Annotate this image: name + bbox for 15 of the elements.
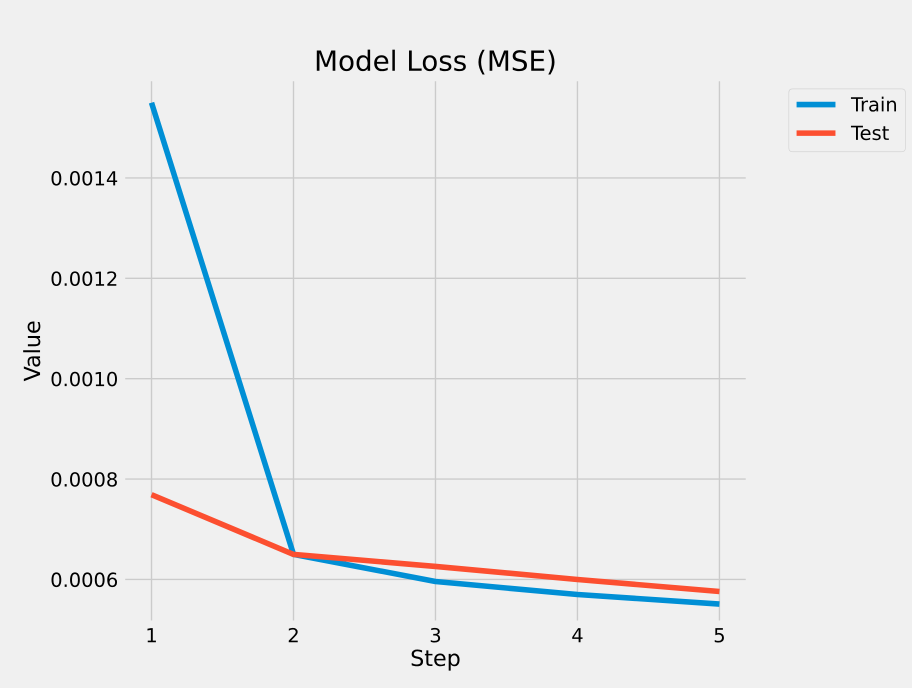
legend-label: Test bbox=[850, 126, 889, 140]
y-tick-label: 0.0012 bbox=[52, 271, 116, 286]
x-tick-label: 5 bbox=[714, 628, 724, 643]
x-tick-label: 4 bbox=[572, 628, 583, 642]
chart-title: Model Loss (MSE) bbox=[316, 50, 554, 74]
x-axis-title: Step bbox=[412, 649, 460, 671]
x-tick-label: 1 bbox=[147, 628, 156, 642]
x-tick-label: 3 bbox=[430, 628, 440, 643]
legend-label: Train bbox=[850, 96, 896, 112]
y-tick-label: 0.0014 bbox=[52, 170, 118, 186]
x-tick-label: 2 bbox=[288, 628, 298, 642]
y-axis-title: Value bbox=[23, 322, 40, 382]
y-tick-label: 0.0006 bbox=[52, 572, 118, 588]
y-tick-label: 0.0008 bbox=[52, 472, 117, 487]
y-tick-label: 0.0010 bbox=[52, 372, 117, 386]
